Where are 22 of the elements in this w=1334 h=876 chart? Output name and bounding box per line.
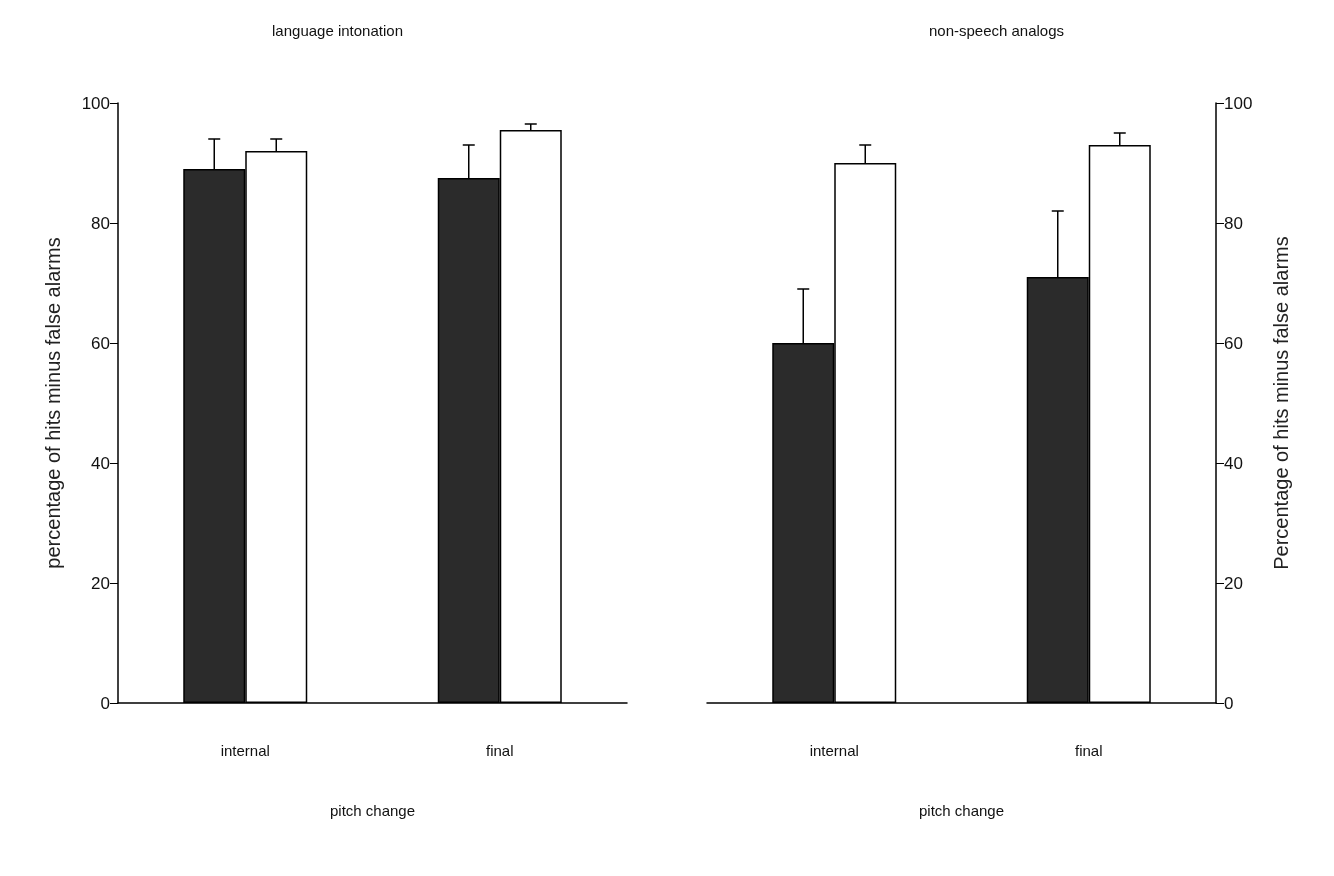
y-tick-label: 100 <box>81 93 110 113</box>
x-axis-title: pitch change <box>329 802 416 819</box>
y-tick-label: 40 <box>91 453 110 473</box>
y2-tick-label: 100 <box>1224 93 1253 113</box>
y2-tick-label: 20 <box>1224 573 1243 593</box>
y2-tick-label: 0 <box>1224 693 1234 713</box>
y-tick-label: 20 <box>91 573 110 593</box>
x-tick-label: internal <box>220 742 270 759</box>
chart-title: language intonation <box>272 22 403 39</box>
x-axis-title: pitch change <box>918 802 1005 819</box>
y-tick-label: 80 <box>91 213 110 233</box>
y2-tick-label: 40 <box>1224 453 1243 473</box>
x-tick-label: internal <box>809 742 859 759</box>
y2-tick-label: 80 <box>1224 213 1243 233</box>
y-tick-label: 60 <box>91 333 110 353</box>
y-tick-label: 0 <box>100 693 110 713</box>
y2-axis-title: Percentage of hits minus false alarms <box>1270 236 1292 570</box>
y-axis-title: percentage of hits minus false alarms <box>42 237 64 569</box>
chart-title: non-speech analogs <box>928 22 1065 39</box>
y2-tick-label: 60 <box>1224 333 1243 353</box>
x-tick-label: final <box>485 742 514 759</box>
x-tick-label: final <box>1074 742 1103 759</box>
